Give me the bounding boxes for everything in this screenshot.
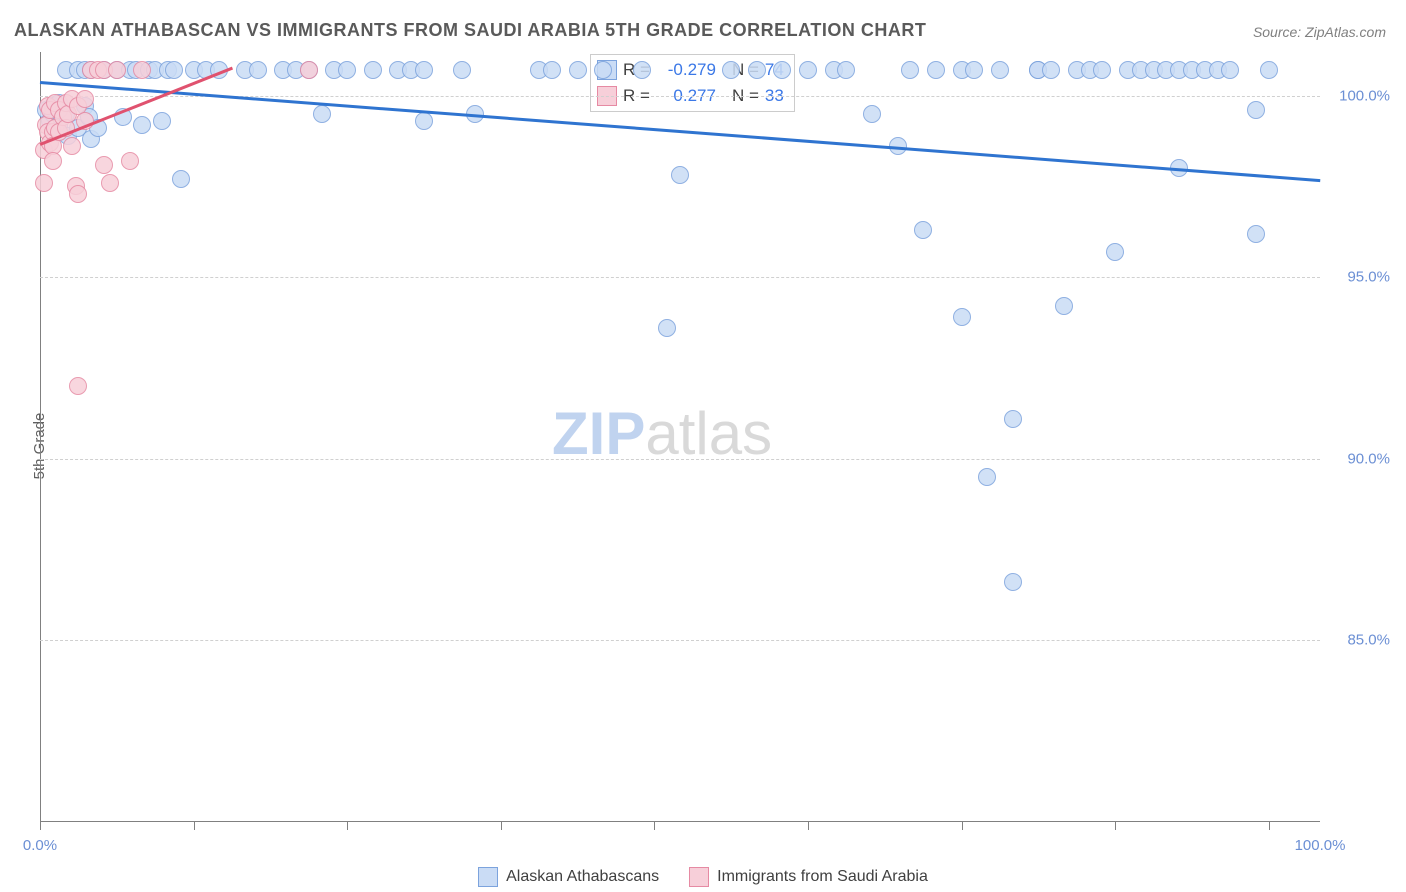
- scatter-point: [453, 61, 471, 79]
- legend-item: Immigrants from Saudi Arabia: [689, 867, 928, 887]
- scatter-point: [69, 185, 87, 203]
- scatter-point: [63, 137, 81, 155]
- y-axis: [40, 52, 41, 822]
- x-tick-label: 100.0%: [1295, 837, 1346, 854]
- scatter-point: [927, 61, 945, 79]
- y-tick-label: 85.0%: [1330, 632, 1390, 649]
- scatter-point: [95, 156, 113, 174]
- scatter-point: [1004, 573, 1022, 591]
- scatter-point: [1247, 101, 1265, 119]
- scatter-point: [837, 61, 855, 79]
- scatter-point: [965, 61, 983, 79]
- scatter-point: [914, 221, 932, 239]
- scatter-point: [543, 61, 561, 79]
- y-tick-label: 95.0%: [1330, 269, 1390, 286]
- legend-swatch: [478, 867, 498, 887]
- legend-label: Alaskan Athabascans: [506, 868, 659, 886]
- scatter-point: [901, 61, 919, 79]
- scatter-point: [338, 61, 356, 79]
- x-tick: [1269, 822, 1270, 830]
- scatter-point: [1247, 225, 1265, 243]
- chart-title: ALASKAN ATHABASCAN VS IMMIGRANTS FROM SA…: [14, 20, 926, 41]
- legend-swatch: [689, 867, 709, 887]
- legend-label: Immigrants from Saudi Arabia: [717, 868, 928, 886]
- stats-r-value: -0.279: [656, 57, 716, 83]
- scatter-point: [1042, 61, 1060, 79]
- scatter-point: [773, 61, 791, 79]
- scatter-point: [1004, 410, 1022, 428]
- source-attribution: Source: ZipAtlas.com: [1253, 24, 1386, 40]
- scatter-point: [569, 61, 587, 79]
- scatter-point: [1106, 243, 1124, 261]
- scatter-point: [133, 61, 151, 79]
- scatter-point: [35, 174, 53, 192]
- scatter-point: [153, 112, 171, 130]
- scatter-point: [991, 61, 1009, 79]
- x-tick: [1115, 822, 1116, 830]
- scatter-point: [313, 105, 331, 123]
- gridline-h: [40, 640, 1320, 642]
- scatter-point: [415, 61, 433, 79]
- y-tick-label: 90.0%: [1330, 450, 1390, 467]
- x-tick: [808, 822, 809, 830]
- scatter-point: [133, 116, 151, 134]
- watermark: ZIPatlas: [552, 399, 772, 468]
- scatter-point: [76, 90, 94, 108]
- scatter-point: [44, 152, 62, 170]
- x-tick: [962, 822, 963, 830]
- scatter-point: [415, 112, 433, 130]
- scatter-point: [165, 61, 183, 79]
- x-tick: [654, 822, 655, 830]
- scatter-point: [1260, 61, 1278, 79]
- y-tick-label: 100.0%: [1330, 87, 1390, 104]
- scatter-point: [1221, 61, 1239, 79]
- x-tick-label: 0.0%: [23, 837, 57, 854]
- legend: Alaskan Athabascans Immigrants from Saudi…: [0, 867, 1406, 887]
- scatter-point: [249, 61, 267, 79]
- legend-item: Alaskan Athabascans: [478, 867, 659, 887]
- scatter-point: [799, 61, 817, 79]
- scatter-point: [722, 61, 740, 79]
- scatter-point: [69, 377, 87, 395]
- scatter-point: [633, 61, 651, 79]
- scatter-point: [108, 61, 126, 79]
- scatter-point: [1055, 297, 1073, 315]
- scatter-point: [121, 152, 139, 170]
- x-axis: [40, 821, 1320, 822]
- scatter-point: [953, 308, 971, 326]
- watermark-atlas: atlas: [645, 400, 772, 467]
- scatter-point: [1093, 61, 1111, 79]
- x-tick: [194, 822, 195, 830]
- scatter-point: [671, 166, 689, 184]
- scatter-point: [101, 174, 119, 192]
- plot-area: ZIPatlas R =-0.279N =74R =0.277N =33 85.…: [40, 52, 1320, 822]
- scatter-point: [658, 319, 676, 337]
- gridline-h: [40, 277, 1320, 279]
- watermark-zip: ZIP: [552, 400, 645, 467]
- scatter-point: [863, 105, 881, 123]
- scatter-point: [748, 61, 766, 79]
- scatter-point: [978, 468, 996, 486]
- correlation-stats-box: R =-0.279N =74R =0.277N =33: [590, 54, 795, 112]
- scatter-point: [594, 61, 612, 79]
- x-tick: [347, 822, 348, 830]
- scatter-point: [300, 61, 318, 79]
- scatter-point: [172, 170, 190, 188]
- x-tick: [501, 822, 502, 830]
- x-tick: [40, 822, 41, 830]
- gridline-h: [40, 459, 1320, 461]
- scatter-point: [364, 61, 382, 79]
